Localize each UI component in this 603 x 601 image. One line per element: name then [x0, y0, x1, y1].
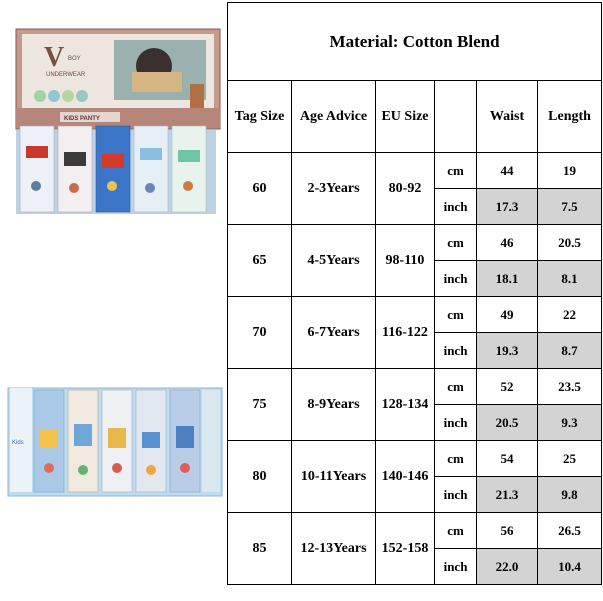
length-inch-cell: 9.8: [536, 476, 603, 513]
waist-cm-cell: 44: [476, 152, 538, 189]
table-row: 70 6-7Years 116-122 cm 49 22: [227, 296, 603, 369]
waist-inch-cell: 21.3: [476, 476, 538, 513]
length-cm-cell: 20.5: [536, 224, 603, 261]
tag-size-cell: 85: [227, 512, 292, 585]
waist-inch-cell: 17.3: [476, 188, 538, 225]
waist-inch-cell: 19.3: [476, 332, 538, 369]
waist-inch-cell: 18.1: [476, 260, 538, 297]
length-cm-cell: 23.5: [536, 368, 603, 405]
waist-cm-cell: 46: [476, 224, 538, 261]
length-cm-cell: 25: [536, 440, 603, 477]
age-advice-cell: 12-13Years: [291, 512, 376, 585]
length-cm-cell: 19: [536, 152, 603, 189]
eu-size-cell: 128-134: [375, 368, 435, 441]
tag-size-cell: 75: [227, 368, 292, 441]
table-row: 85 12-13Years 152-158 cm 56 26.5: [227, 512, 603, 585]
eu-size-cell: 98-110: [375, 224, 435, 297]
waist-inch-cell: 22.0: [476, 548, 538, 585]
unit-cm-cell: cm: [434, 296, 477, 333]
waist-cm-cell: 56: [476, 512, 538, 549]
unit-inch-cell: inch: [434, 548, 477, 585]
table-row: inch 21.3 9.8: [228, 476, 603, 513]
eu-size-cell: 140-146: [375, 440, 435, 513]
eu-size-cell: 80-92: [375, 152, 435, 225]
header-waist: Waist: [476, 80, 538, 153]
box-band-label: KIDS PANTY: [64, 116, 100, 122]
waist-inch-cell: 20.5: [476, 404, 538, 441]
table-row: 60 2-3Years 80-92 cm 44 19: [227, 152, 603, 225]
unit-inch-cell: inch: [434, 404, 477, 441]
tag-size-cell: 60: [227, 152, 292, 225]
table-row: inch 17.3 7.5: [228, 188, 603, 225]
age-advice-cell: 2-3Years: [291, 152, 376, 225]
age-advice-cell: 6-7Years: [291, 296, 376, 369]
brand-letter: V: [44, 42, 64, 73]
table-row: inch 20.5 9.3: [228, 404, 603, 441]
header-tag-size: Tag Size: [227, 80, 292, 153]
length-inch-cell: 8.7: [536, 332, 603, 369]
product-photo-open-box: Kids: [7, 387, 223, 497]
waist-cm-cell: 52: [476, 368, 538, 405]
unit-inch-cell: inch: [434, 476, 477, 513]
unit-inch-cell: inch: [434, 188, 477, 225]
unit-cm-cell: cm: [434, 368, 477, 405]
unit-cm-cell: cm: [434, 512, 477, 549]
length-cm-cell: 22: [536, 296, 603, 333]
age-advice-cell: 4-5Years: [291, 224, 376, 297]
length-inch-cell: 9.3: [536, 404, 603, 441]
unit-inch-cell: inch: [434, 332, 477, 369]
length-inch-cell: 7.5: [536, 188, 603, 225]
tag-size-cell: 65: [227, 224, 292, 297]
unit-cm-cell: cm: [434, 224, 477, 261]
table-row: 65 4-5Years 98-110 cm 46 20.5: [227, 224, 603, 297]
age-advice-cell: 8-9Years: [291, 368, 376, 441]
header-unit: [434, 80, 477, 153]
brand-line-2: UNDERWEAR: [46, 72, 86, 78]
unit-inch-cell: inch: [434, 260, 477, 297]
table-row: 75 8-9Years 128-134 cm 52 23.5: [227, 368, 603, 441]
length-inch-cell: 10.4: [536, 548, 603, 585]
header-age-advice: Age Advice: [291, 80, 376, 153]
material-title: Material: Cotton Blend: [226, 2, 603, 81]
table-row: inch 19.3 8.7: [228, 332, 603, 369]
header-length: Length: [536, 80, 603, 153]
eu-size-cell: 116-122: [375, 296, 435, 369]
header-eu-size: EU Size: [375, 80, 435, 153]
size-chart-table: Material: Cotton Blend Tag Size Age Advi…: [226, 2, 603, 585]
unit-cm-cell: cm: [434, 440, 477, 477]
unit-cm-cell: cm: [434, 152, 477, 189]
kids-tag-label: Kids: [12, 440, 24, 446]
tag-size-cell: 70: [227, 296, 292, 369]
product-photo-boxed-set: V BOY UNDERWEAR KIDS PANTY: [15, 28, 221, 214]
age-advice-cell: 10-11Years: [291, 440, 376, 513]
tag-size-cell: 80: [227, 440, 292, 513]
brand-line-1: BOY: [68, 56, 81, 62]
eu-size-cell: 152-158: [375, 512, 435, 585]
length-inch-cell: 8.1: [536, 260, 603, 297]
waist-cm-cell: 54: [476, 440, 538, 477]
length-cm-cell: 26.5: [536, 512, 603, 549]
table-row: 80 10-11Years 140-146 cm 54 25: [227, 440, 603, 513]
waist-cm-cell: 49: [476, 296, 538, 333]
table-row: inch 22.0 10.4: [228, 548, 603, 585]
